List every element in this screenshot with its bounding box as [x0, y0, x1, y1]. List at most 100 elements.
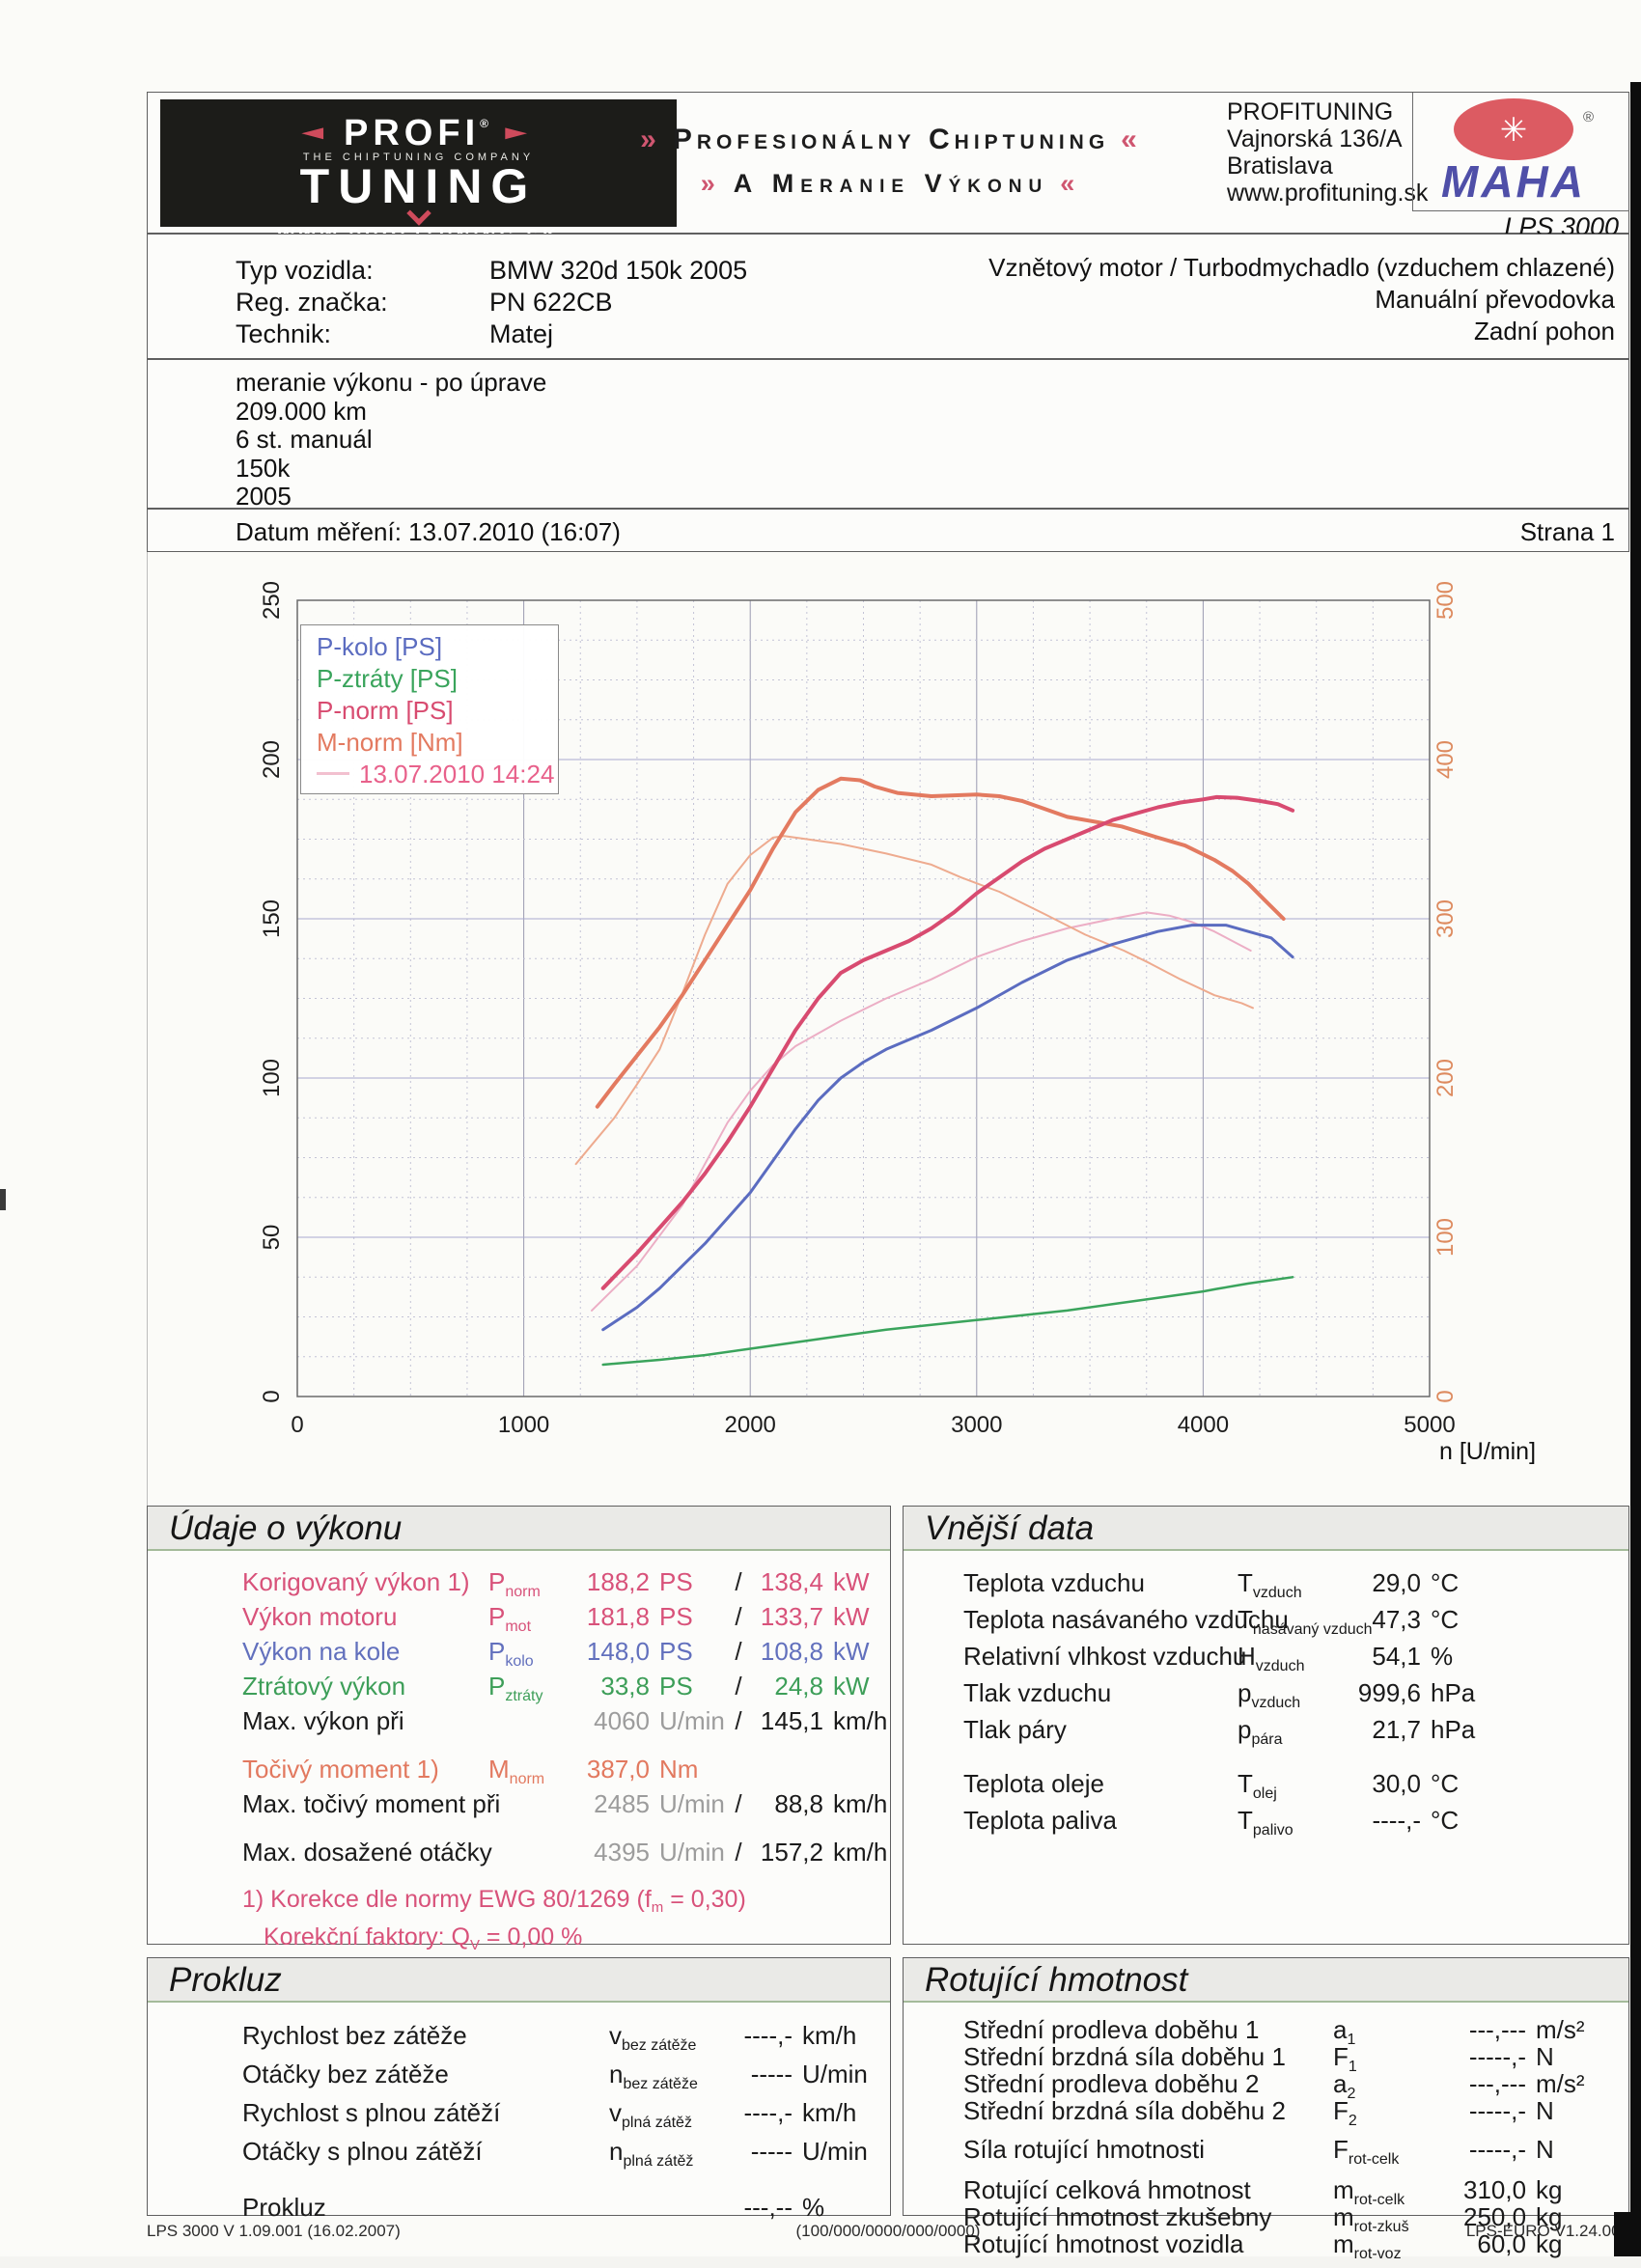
footer-version-right: LPS-EURO V1.24.001 [1465, 2222, 1629, 2240]
stat-symbol-subscript: vzduch [1252, 1585, 1302, 1601]
y-right-tick-label: 0 [1432, 1390, 1459, 1402]
stat-symbol: Pmot [488, 1602, 532, 1635]
legend-label: M-norm [Nm] [317, 728, 463, 757]
stat-symbol: pvzduch [1238, 1678, 1301, 1711]
drive-type: Zadní pohon [1473, 317, 1615, 346]
x-tick-label: 0 [291, 1412, 303, 1438]
logo-brand-top: ◄ PROFI® ► [160, 105, 677, 152]
y-left-tick-label: 250 [259, 581, 285, 620]
stat-value: -----,- [1468, 2096, 1526, 2125]
slogan-text-2: A Meranie Výkonu [733, 169, 1049, 198]
stat-symbol-subscript: rot-zkuš [1353, 2219, 1409, 2235]
legend-label: P-kolo [PS] [317, 632, 443, 661]
stat-unit: °C [1431, 1605, 1460, 1634]
stat-slash: / [735, 1637, 742, 1666]
slogan-line-1: » Profesionálny Chiptuning « [534, 118, 1248, 162]
legend-item-pkolo: P-kolo [PS] [317, 631, 558, 663]
stat-label: Rotující hmotnost vozidla [963, 2229, 1244, 2258]
comment-line: 150k [236, 453, 291, 483]
stat-symbol-subscript: bez zátěže [622, 2037, 697, 2054]
vehicle-row: Typ vozidla: BMW 320d 150k 2005 [236, 256, 747, 286]
maha-logo: ✳ ® MAHA [1412, 93, 1629, 211]
stat-value: 133,7 [760, 1602, 823, 1631]
y-left-tick-label: 0 [259, 1390, 285, 1402]
stat-symbol: Tpalivo [1238, 1806, 1293, 1839]
stat-unit: °C [1431, 1568, 1460, 1597]
scan-mark-artifact [0, 1189, 6, 1210]
stat-row: Síla rotující hmotnosti Frot-celk -----,- N [904, 2135, 1628, 2168]
stat-slash: / [735, 1602, 742, 1631]
stat-row: Otáčky s plnou zátěží nplná zátěž ----- U/m… [148, 2132, 890, 2171]
stat-unit: km/h [833, 1789, 888, 1818]
stat-label: Točivý moment 1) [242, 1755, 439, 1784]
stat-unit: kg [1536, 2202, 1563, 2231]
left-arrow-icon: ◄ [293, 123, 340, 144]
stat-symbol: Tvzduch [1238, 1568, 1302, 1601]
comment-line: meranie výkonu - po úprave [236, 368, 547, 397]
stat-symbol-subscript: rot-celk [1353, 2192, 1405, 2208]
stat-unit: PS [659, 1672, 693, 1701]
gearbox-type: Manuální převodovka [1375, 285, 1615, 314]
stat-value: ----,- [743, 2098, 793, 2127]
stat-label: Střední brzdná síla doběhu 2 [963, 2096, 1286, 2125]
stat-value: ---,-- [743, 2193, 793, 2222]
company-street: Vajnorská 136/A [1227, 125, 1403, 152]
section-header: Prokluz [148, 1958, 890, 2003]
company-address: PROFITUNING Vajnorská 136/A Bratislava w… [1227, 98, 1428, 207]
stat-label: Síla rotující hmotnosti [963, 2135, 1205, 2164]
legend-label: P-ztráty [PS] [317, 664, 458, 693]
footnote-text: = 0,00 % [479, 1923, 583, 1950]
stat-unit: kW [833, 1672, 870, 1701]
stat-label: Tlak páry [963, 1715, 1067, 1744]
stat-row: Střední brzdná síla doběhu 2 F2 -----,- N [904, 2096, 1628, 2129]
stat-unit: km/h [833, 1706, 888, 1735]
stat-unit: m/s² [1536, 2069, 1585, 2098]
maha-logo-graphic: ✳ ® MAHA [1441, 98, 1594, 207]
stat-label: Výkon na kole [242, 1637, 401, 1666]
stat-unit: U/min [659, 1706, 725, 1735]
stat-label: Rotující celková hmotnost [963, 2175, 1251, 2204]
stat-unit: km/h [802, 2098, 857, 2127]
stat-symbol-subscript: kolo [505, 1653, 534, 1670]
stat-symbol: mrot-celk [1333, 2175, 1405, 2208]
stat-unit: U/min [659, 1838, 725, 1867]
stat-label: Korigovaný výkon 1) [242, 1567, 470, 1596]
stat-symbol-subscript: palivo [1252, 1822, 1293, 1839]
compare-curve [591, 911, 1252, 1312]
stat-row: Ztrátový výkon Pztráty 33,8 PS / 24,8 kW [148, 1669, 890, 1704]
stat-value: 310,0 [1463, 2175, 1527, 2204]
stat-symbol: Frot-celk [1333, 2135, 1400, 2168]
stat-label: Prokluz [242, 2193, 326, 2222]
profituning-logo: ◄ PROFI® ► THE CHIPTUNING COMPANY TUNING… [160, 99, 677, 247]
stat-value: 60,0 [1477, 2229, 1526, 2258]
stat-slash: / [735, 1567, 742, 1596]
stat-unit: °C [1431, 1769, 1460, 1798]
y-right-tick-label: 100 [1432, 1218, 1459, 1257]
company-city: Bratislava [1227, 152, 1333, 180]
section-header: Vnější data [904, 1507, 1628, 1551]
stat-row: Výkon na kole Pkolo 148,0 PS / 108,8 kW [148, 1634, 890, 1670]
section-header: Údaje o výkonu [148, 1507, 890, 1551]
stat-label: Výkon motoru [242, 1602, 398, 1631]
vehicle-label: Typ vozidla: [236, 256, 374, 285]
stat-symbol-subscript: rot-voz [1353, 2246, 1402, 2262]
series-curve-1 [601, 1276, 1294, 1367]
vehicle-row: Reg. značka: PN 622CB [236, 288, 613, 318]
guillemet-open-icon: » [700, 169, 722, 198]
slogan-text-1: Profesionálny Chiptuning [672, 124, 1110, 155]
comment-line: 6 st. manuál [236, 425, 373, 454]
y-right-tick-label: 200 [1432, 1059, 1459, 1097]
stat-symbol: vplná zátěž [609, 2098, 692, 2131]
stat-unit: m/s² [1536, 2015, 1585, 2044]
x-tick-label: 1000 [498, 1412, 549, 1438]
plot-border [296, 599, 1431, 1397]
stat-unit: % [802, 2193, 825, 2222]
section-udaje-o-vykonu: Údaje o výkonu Korigovaný výkon 1) Pnorm 1… [147, 1506, 891, 1953]
y-left-tick-label: 200 [259, 740, 285, 779]
vehicle-value: PN 622CB [489, 288, 613, 317]
vehicle-info: Typ vozidla: BMW 320d 150k 2005 Reg. zna… [147, 234, 1629, 359]
stat-row: Tlak vzduchu pvzduch 999,6 hPa [904, 1674, 1628, 1711]
legend-item-mnorm: M-norm [Nm] [317, 727, 558, 759]
stat-value: 181,8 [586, 1602, 650, 1631]
footnote-text: Korekční faktory: Q [264, 1923, 470, 1950]
